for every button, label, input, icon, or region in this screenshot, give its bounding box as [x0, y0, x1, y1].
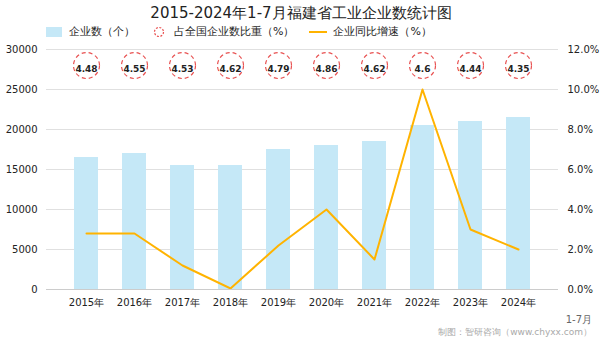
svg-text:4.53: 4.53: [171, 64, 193, 74]
svg-text:2016年: 2016年: [117, 297, 152, 308]
svg-text:20000: 20000: [6, 124, 38, 135]
svg-text:2015年: 2015年: [69, 297, 104, 308]
svg-text:4.6: 4.6: [415, 64, 431, 74]
svg-text:4.62: 4.62: [219, 64, 241, 74]
svg-text:2019年: 2019年: [261, 297, 296, 308]
svg-text:4.0%: 4.0%: [568, 204, 593, 215]
svg-text:0: 0: [31, 284, 37, 295]
svg-text:2023年: 2023年: [453, 297, 488, 308]
svg-text:0.0%: 0.0%: [568, 284, 593, 295]
svg-text:2018年: 2018年: [213, 297, 248, 308]
svg-text:15000: 15000: [6, 164, 38, 175]
svg-text:2022年: 2022年: [405, 297, 440, 308]
svg-text:10000: 10000: [6, 204, 38, 215]
html-text:企业数（个）: 企业数（个）: [69, 25, 135, 38]
svg-text:12.0%: 12.0%: [568, 44, 600, 55]
svg-text:4.48: 4.48: [75, 64, 97, 74]
svg-text:2.0%: 2.0%: [568, 244, 593, 255]
svg-text:4.55: 4.55: [123, 64, 145, 74]
svg-text:2024年: 2024年: [501, 297, 536, 308]
svg-text:4.79: 4.79: [267, 64, 289, 74]
html-text:企业同比增速（%）: 企业同比增速（%）: [333, 25, 432, 38]
svg-text:2021年: 2021年: [357, 297, 392, 308]
svg-text:4.35: 4.35: [507, 64, 529, 74]
svg-text:5000: 5000: [12, 244, 37, 255]
svg-text:8.0%: 8.0%: [568, 124, 593, 135]
svg-text:25000: 25000: [6, 84, 38, 95]
html-text:1-7月: 1-7月: [565, 314, 592, 325]
svg-text:2020年: 2020年: [309, 297, 344, 308]
html-text:2015-2024年1-7月福建省工业企业数统计图: 2015-2024年1-7月福建省工业企业数统计图: [150, 4, 452, 22]
svg-text:6.0%: 6.0%: [568, 164, 593, 175]
svg-text:4.86: 4.86: [315, 64, 337, 74]
svg-text:4.62: 4.62: [363, 64, 385, 74]
html-text:占全国企业数比重（%）: 占全国企业数比重（%）: [174, 25, 295, 38]
html-text:制图：智研咨询（www.chyxx.com）: 制图：智研咨询（www.chyxx.com）: [438, 327, 592, 337]
svg-text:2017年: 2017年: [165, 297, 200, 308]
svg-text:4.44: 4.44: [459, 64, 481, 74]
svg-text:10.0%: 10.0%: [568, 84, 600, 95]
svg-text:30000: 30000: [6, 44, 38, 55]
